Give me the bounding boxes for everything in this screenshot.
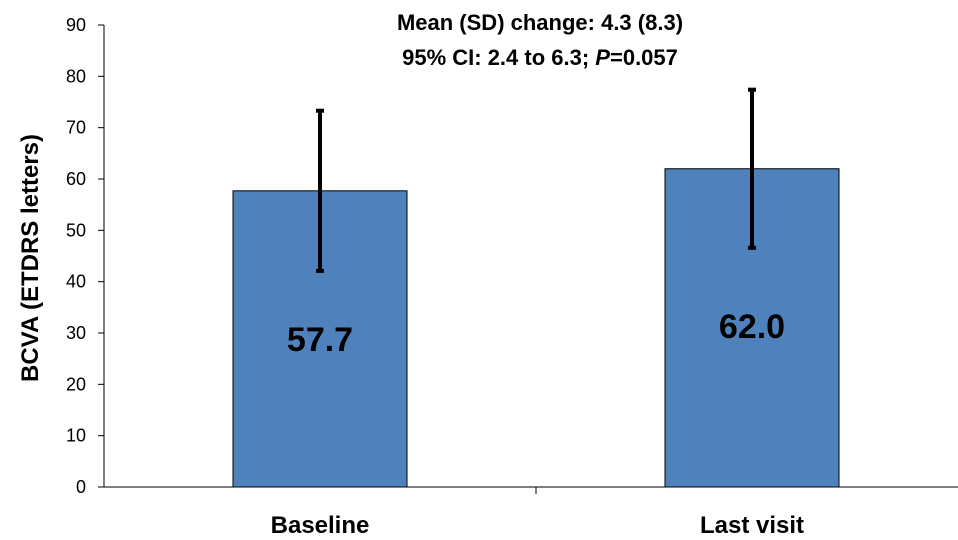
y-tick-label: 50 (66, 220, 86, 240)
data-label: 62.0 (719, 308, 785, 346)
y-tick-label: 70 (66, 118, 86, 138)
annotation-line-1: Mean (SD) change: 4.3 (8.3) (397, 10, 683, 35)
y-tick-label: 20 (66, 374, 86, 394)
y-tick-label: 80 (66, 66, 86, 86)
x-category-label: Baseline (271, 512, 370, 539)
y-tick-label: 40 (66, 272, 86, 292)
y-tick-label: 10 (66, 426, 86, 446)
y-tick-label: 30 (66, 323, 86, 343)
plot-area: 0 10 20 30 40 50 60 70 80 90 57.7 Baseline 62.0 Last … (66, 15, 958, 539)
y-tick-label: 0 (76, 477, 86, 497)
y-tick-label: 60 (66, 169, 86, 189)
y-axis-label: BCVA (ETDRS letters) (17, 134, 44, 382)
x-category-label: Last visit (700, 512, 804, 539)
y-tick-label: 90 (66, 15, 86, 35)
annotation-line-2: 95% CI: 2.4 to 6.3; P=0.057 (402, 45, 678, 70)
data-label: 57.7 (287, 321, 353, 359)
